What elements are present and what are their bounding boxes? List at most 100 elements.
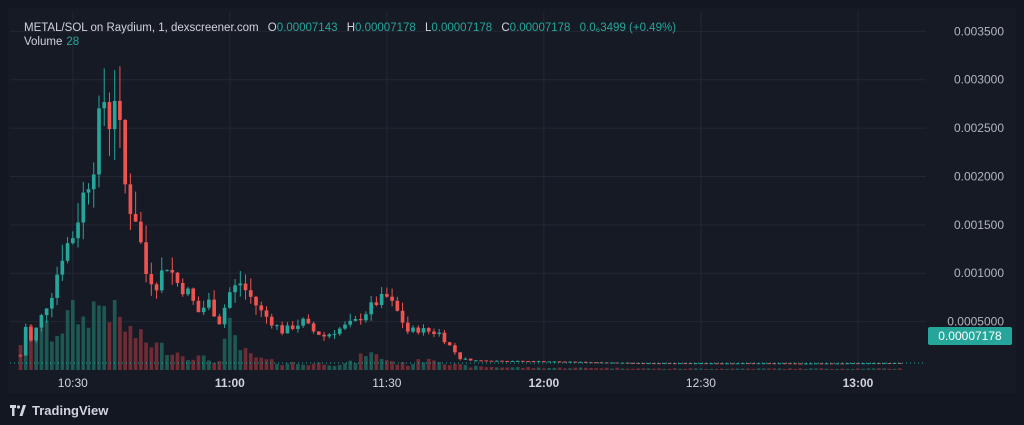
volume-bar xyxy=(395,364,400,370)
candle-body xyxy=(814,363,818,365)
chart-pane[interactable]: 0.003500 0.003000 0.002500 0.002000 0.001500… xyxy=(8,8,1016,393)
candle-body xyxy=(65,243,70,261)
candle-body xyxy=(118,101,122,120)
low-value: 0.00007178 xyxy=(431,22,493,34)
volume-bar xyxy=(563,368,567,370)
candle-body xyxy=(149,274,154,285)
candle-body xyxy=(358,318,363,321)
volume-bar xyxy=(877,368,881,370)
volume-bar xyxy=(814,368,818,370)
volume-bar xyxy=(735,368,740,370)
candle-body xyxy=(306,318,311,324)
volume-bar xyxy=(536,367,541,370)
volume-bar xyxy=(233,335,237,370)
y-tick-label: 0.001000 xyxy=(954,266,1004,280)
volume-bar xyxy=(809,368,813,370)
candle-body xyxy=(704,363,708,365)
volume-bar xyxy=(521,367,525,370)
volume-bar xyxy=(756,368,761,370)
candle-body xyxy=(730,363,735,365)
candle-body xyxy=(86,189,91,193)
volume-bar xyxy=(772,368,777,370)
candle-body xyxy=(81,192,86,223)
volume-bar xyxy=(646,368,651,370)
volume-bar xyxy=(369,352,373,370)
ohlc-legend: METAL/SOL on Raydium, 1, dexscreener.com… xyxy=(24,20,676,36)
volume-bar xyxy=(18,345,23,370)
candle-body xyxy=(515,360,520,362)
volume-bar xyxy=(589,367,593,370)
candle-body xyxy=(453,345,457,353)
candle-body xyxy=(720,363,724,365)
volume-bar xyxy=(746,368,750,370)
candle-body xyxy=(280,325,285,334)
candle-body xyxy=(463,358,468,360)
volume-bar xyxy=(871,368,876,370)
candle-body xyxy=(657,363,661,365)
candle-body xyxy=(777,363,782,365)
volume-bar xyxy=(416,359,421,370)
volume-bar xyxy=(782,368,787,370)
volume-bar xyxy=(829,368,834,370)
volume-bar xyxy=(243,348,248,370)
volume-bar xyxy=(882,368,886,370)
volume-bar xyxy=(850,368,855,370)
y-tick-label: 0.003500 xyxy=(954,24,1004,38)
volume-bar xyxy=(725,368,729,370)
tradingview-logo-icon xyxy=(10,405,26,416)
candlestick-chart[interactable]: 0.003500 0.003000 0.002500 0.002000 0.001500… xyxy=(8,8,1016,393)
candle-body xyxy=(589,362,593,364)
candle-body xyxy=(871,363,876,365)
volume-bar xyxy=(484,367,489,370)
volume-bar xyxy=(751,368,756,370)
volume-bar xyxy=(301,364,305,370)
candle-body xyxy=(34,327,39,341)
volume-bar xyxy=(887,368,892,370)
volume-bar xyxy=(840,368,845,370)
candle-body xyxy=(222,307,227,325)
volume-bar xyxy=(793,368,797,370)
volume-bar xyxy=(515,367,520,370)
y-tick-label: 0.002000 xyxy=(954,169,1004,183)
candle-body xyxy=(18,355,23,357)
candle-body xyxy=(254,296,258,306)
candle-body xyxy=(186,288,190,295)
volume-bar xyxy=(610,368,614,370)
candle-body xyxy=(494,360,499,362)
volume-bar xyxy=(897,368,902,370)
candle-body xyxy=(678,363,682,365)
volume-bar xyxy=(542,368,546,370)
candle-body xyxy=(767,363,771,365)
volume-bar xyxy=(437,362,442,370)
candle-body xyxy=(243,283,248,291)
volume-bar xyxy=(720,368,724,370)
candle-body xyxy=(447,342,452,346)
volume-bar xyxy=(238,350,243,370)
candle-body xyxy=(803,363,808,365)
x-tick-label: 13:00 xyxy=(843,376,874,390)
high-label: H xyxy=(346,22,356,34)
candle-body xyxy=(866,363,871,365)
candle-body xyxy=(887,363,892,365)
volume-bar xyxy=(348,360,353,370)
volume-bar xyxy=(547,367,551,370)
close-label: C xyxy=(501,22,510,34)
candle-body xyxy=(735,363,740,365)
volume-bar xyxy=(285,363,290,370)
volume-bar xyxy=(662,368,667,370)
volume-bar xyxy=(678,368,682,370)
volume-bar xyxy=(65,310,70,370)
candle-body xyxy=(521,360,525,362)
volume-bar xyxy=(70,300,75,370)
volume-bar xyxy=(358,353,363,370)
low-label: L xyxy=(424,22,432,34)
last-price-tag: 0.00007178 xyxy=(928,327,1012,345)
volume-bar xyxy=(468,367,473,370)
volume-bar xyxy=(353,363,358,370)
tradingview-brand[interactable]: TradingView xyxy=(10,403,108,418)
volume-bar xyxy=(259,357,264,370)
volume-bar xyxy=(552,367,557,370)
volume-bar xyxy=(573,367,578,370)
volume-bar xyxy=(228,317,232,370)
candle-body xyxy=(311,323,316,332)
